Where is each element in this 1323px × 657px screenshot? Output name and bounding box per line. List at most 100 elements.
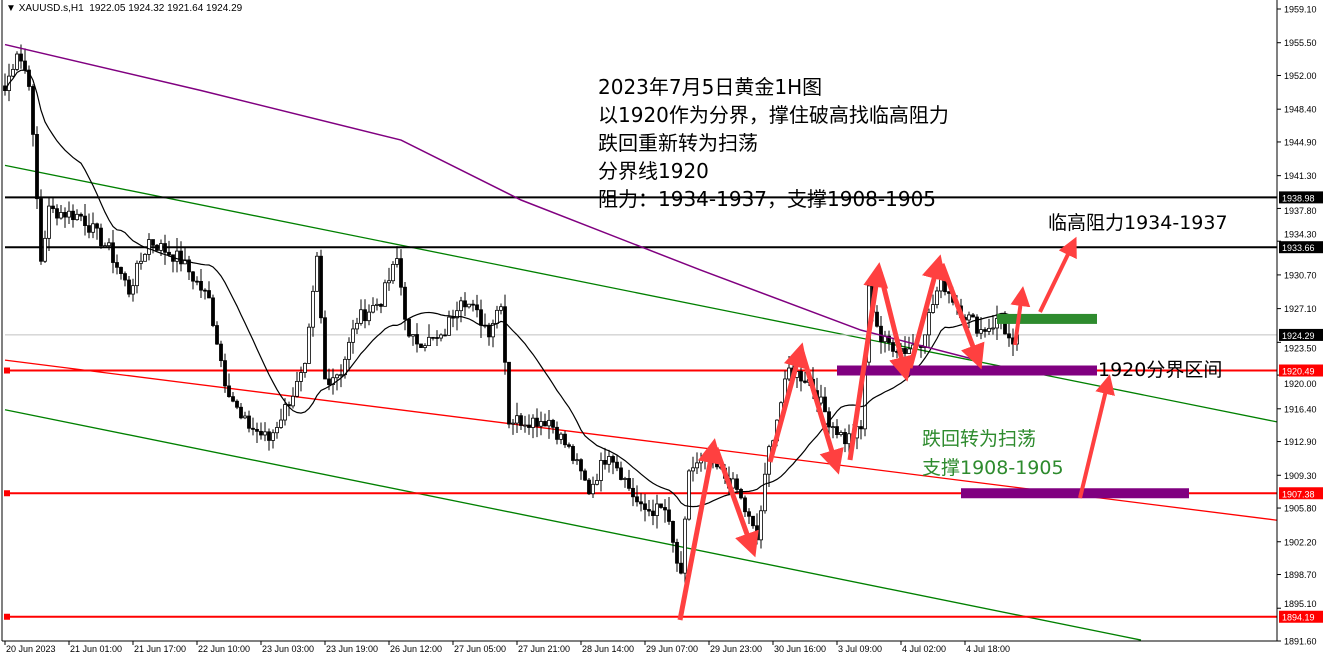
candle-body: [303, 362, 307, 373]
price-tag-label: 1894.19: [1282, 613, 1315, 623]
y-tick-label: 1941.30: [1284, 171, 1317, 181]
candle-body: [387, 280, 391, 284]
candle-body: [271, 432, 275, 441]
candle-body: [515, 415, 519, 424]
candle-body: [419, 343, 423, 348]
candle-body: [1007, 333, 1011, 339]
arrow-up: [907, 254, 947, 369]
x-tick-label: 22 Jun 10:00: [198, 644, 250, 654]
candle-body: [59, 212, 63, 219]
candle-body: [683, 518, 687, 574]
candle-body: [415, 334, 419, 345]
candle-body: [787, 367, 791, 380]
x-tick-label: 27 Jun 05:00: [454, 644, 506, 654]
line-anchor-handle: [4, 613, 10, 620]
analysis-notes: 2023年7月5日黄金1H图 以1920作为分界，撑住破高找临高阻力 跌回重新转…: [598, 73, 949, 213]
candle-body: [475, 304, 479, 311]
candle-body: [991, 327, 995, 330]
candle-body: [671, 520, 675, 543]
x-tick-label: 21 Jun 01:00: [70, 644, 122, 654]
trendline: [4, 409, 1142, 641]
arrow-down: [877, 271, 914, 382]
candle-body: [243, 415, 247, 419]
candle-body: [975, 316, 979, 334]
candle-body: [639, 501, 643, 505]
ohlc-readout: 1922.05 1924.32 1921.64 1924.29: [89, 3, 243, 14]
candle-body: [239, 406, 243, 419]
support-label: 支撑1908-1905: [922, 457, 1064, 479]
candle-body: [755, 525, 759, 541]
pivot-label: 1920分界区间: [1098, 359, 1223, 381]
y-tick-label: 1948.40: [1284, 105, 1317, 115]
candle-body: [47, 205, 51, 239]
candle-body: [663, 507, 667, 511]
candle-body: [839, 432, 843, 436]
candle-body: [575, 459, 579, 462]
line-anchor-handle: [4, 490, 10, 497]
candle-body: [251, 427, 255, 430]
candle-body: [307, 326, 311, 364]
x-tick-label: 30 Jun 16:00: [774, 644, 826, 654]
candle-body: [983, 329, 987, 332]
candle-body: [971, 314, 975, 318]
candle-body: [263, 431, 267, 436]
candle-body: [191, 271, 195, 282]
candle-body: [347, 341, 351, 360]
x-tick-label: 23 Jun 19:00: [326, 644, 378, 654]
candle-body: [103, 245, 107, 248]
y-tick-label: 1955.50: [1284, 38, 1317, 48]
candle-body: [83, 215, 87, 226]
candle-body: [391, 264, 395, 282]
candle-body: [535, 417, 539, 427]
candle-body: [819, 396, 823, 404]
arrow-down: [799, 351, 844, 475]
price-tag-label: 1933.66: [1282, 243, 1315, 253]
price-tag: [1279, 487, 1323, 500]
candle-body: [843, 432, 847, 445]
candle-body: [355, 322, 359, 330]
collapse-triangle-icon[interactable]: ▼: [6, 3, 16, 14]
candle-body: [691, 467, 695, 472]
candle-body: [339, 374, 343, 377]
candle-body: [351, 328, 355, 343]
x-tick-label: 29 Jun 07:00: [646, 644, 698, 654]
candle-body: [363, 309, 367, 322]
candle-body: [583, 470, 587, 481]
candle-body: [703, 455, 707, 461]
candle-body: [159, 243, 163, 251]
candle-body: [255, 428, 259, 432]
x-tick-label: 27 Jun 21:00: [518, 644, 570, 654]
candle-body: [627, 478, 631, 489]
candle-body: [659, 503, 663, 508]
candle-body: [675, 541, 679, 564]
candle-body: [923, 334, 927, 348]
note-line: 跌回重新转为扫荡: [598, 131, 758, 155]
candle-body: [187, 259, 191, 273]
candle-body: [487, 324, 491, 338]
candle-body: [11, 68, 15, 77]
y-tick-label: 1944.90: [1284, 137, 1317, 147]
candle-body: [687, 470, 691, 520]
candle-body: [267, 431, 271, 441]
candle-body: [207, 290, 211, 299]
y-tick-label: 1923.50: [1284, 343, 1317, 353]
candle-body: [223, 360, 227, 387]
candle-body: [95, 223, 99, 229]
price-tag: [1279, 328, 1323, 341]
candle-body: [519, 415, 523, 426]
x-tick-label: 4 Jul 02:00: [902, 644, 946, 654]
candle-body: [695, 462, 699, 469]
candle-body: [259, 430, 263, 436]
candle-body: [383, 282, 387, 307]
candle-body: [395, 258, 399, 265]
candle-body: [63, 212, 67, 218]
symbol-label: XAUUSD.s,H1: [18, 3, 84, 14]
price-tag: [1279, 364, 1323, 377]
y-tick-label: 1891.60: [1284, 637, 1317, 647]
candle-body: [407, 318, 411, 337]
candle-body: [23, 60, 27, 71]
candle-body: [127, 279, 131, 295]
y-tick-label: 1909.30: [1284, 471, 1317, 481]
candle-body: [599, 459, 603, 481]
